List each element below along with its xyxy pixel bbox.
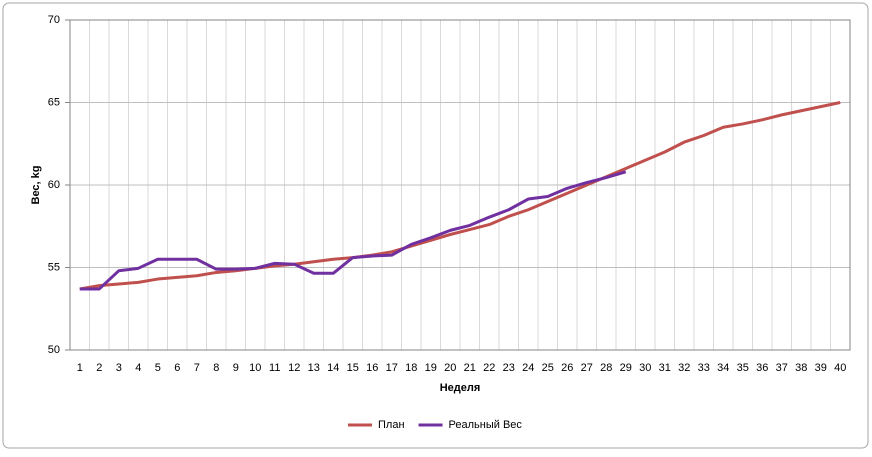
- x-tick-label: 36: [756, 362, 768, 374]
- x-axis-title: Неделя: [440, 382, 481, 394]
- legend-label: Реальный Вес: [449, 419, 523, 431]
- x-tick-label: 10: [249, 362, 261, 374]
- x-tick-label: 1: [77, 362, 83, 374]
- x-tick-label: 29: [620, 362, 632, 374]
- x-tick-label: 32: [678, 362, 690, 374]
- x-tick-label: 33: [698, 362, 710, 374]
- x-tick-label: 14: [327, 362, 339, 374]
- x-tick-label: 20: [444, 362, 456, 374]
- y-tick-label: 70: [48, 14, 60, 26]
- x-tick-label: 37: [776, 362, 788, 374]
- y-tick-label: 50: [48, 344, 60, 356]
- chart-border: [2, 2, 869, 449]
- series-line: [79, 101, 841, 291]
- x-tick-label: 6: [174, 362, 180, 374]
- x-tick-label: 24: [522, 362, 534, 374]
- x-tick-label: 34: [717, 362, 729, 374]
- x-tick-label: 16: [366, 362, 378, 374]
- x-tick-label: 25: [542, 362, 554, 374]
- x-tick-label: 40: [834, 362, 846, 374]
- x-tick-label: 4: [135, 362, 141, 374]
- y-axis-title: Вес, kg: [30, 166, 42, 205]
- x-tick-label: 15: [347, 362, 359, 374]
- legend-label: План: [378, 419, 405, 431]
- x-tick-label: 12: [288, 362, 300, 374]
- x-tick-label: 13: [308, 362, 320, 374]
- x-tick-label: 3: [116, 362, 122, 374]
- x-tick-label: 31: [659, 362, 671, 374]
- x-tick-label: 9: [233, 362, 239, 374]
- x-tick-label: 27: [581, 362, 593, 374]
- series-line: [79, 170, 627, 291]
- x-tick-label: 11: [269, 362, 280, 374]
- plot-border: [69, 19, 851, 351]
- x-tick-label: 22: [483, 362, 495, 374]
- x-tick-label: 21: [464, 362, 476, 374]
- x-tick-label: 26: [561, 362, 573, 374]
- x-tick-label: 39: [815, 362, 827, 374]
- x-tick-label: 7: [194, 362, 200, 374]
- x-tick-label: 28: [600, 362, 612, 374]
- x-tick-label: 23: [503, 362, 515, 374]
- x-tick-label: 38: [795, 362, 807, 374]
- y-tick-label: 65: [48, 96, 60, 108]
- x-tick-label: 35: [737, 362, 749, 374]
- x-tick-label: 2: [96, 362, 102, 374]
- x-tick-label: 30: [639, 362, 651, 374]
- x-tick-label: 5: [155, 362, 161, 374]
- x-tick-label: 19: [425, 362, 437, 374]
- x-tick-label: 17: [386, 362, 398, 374]
- y-tick-label: 60: [48, 179, 60, 191]
- x-tick-label: 8: [213, 362, 219, 374]
- y-tick-label: 55: [48, 261, 60, 273]
- x-tick-label: 18: [405, 362, 417, 374]
